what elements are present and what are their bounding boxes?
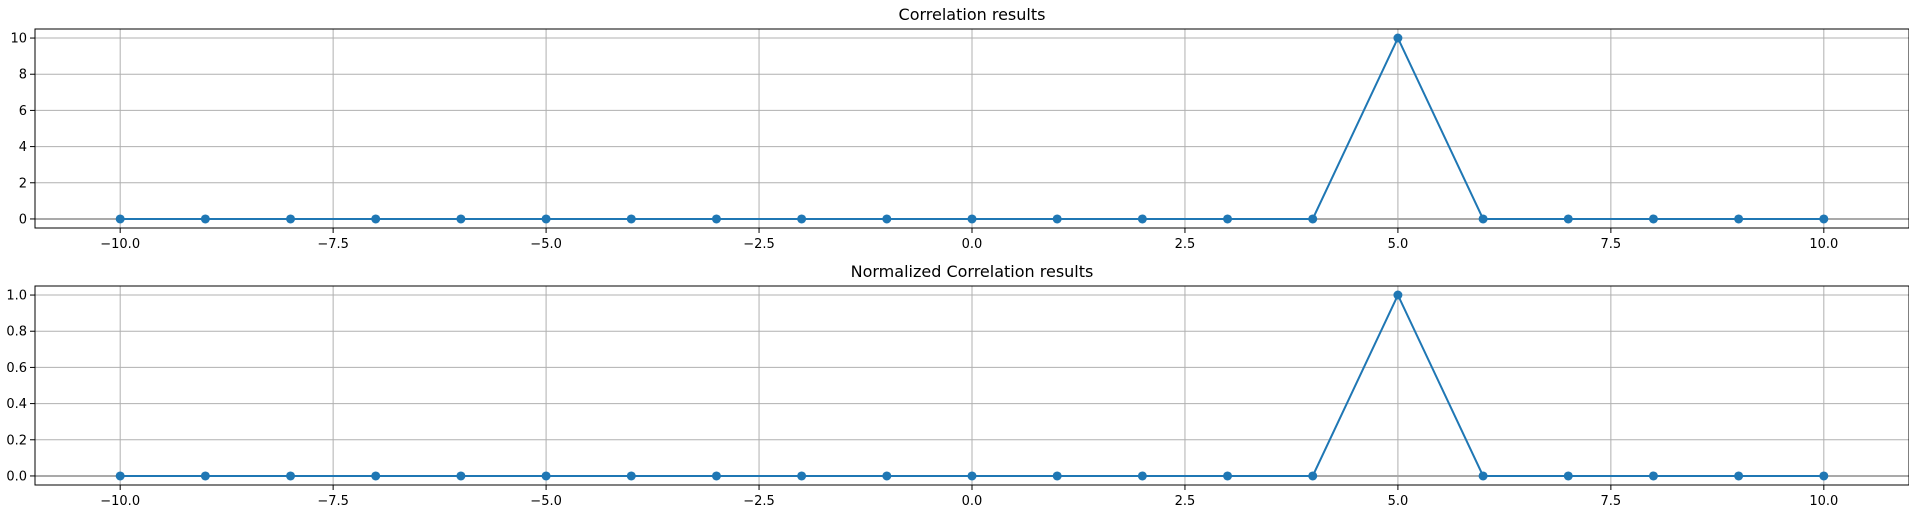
x-tick-label: −5.0	[530, 494, 562, 509]
data-point	[967, 471, 977, 481]
chart-title: Correlation results	[899, 5, 1046, 24]
data-point	[371, 471, 381, 481]
x-tick-label: 10.0	[1809, 494, 1838, 509]
x-tick-label: −10.0	[100, 237, 140, 252]
x-tick-label: −7.5	[317, 237, 349, 252]
y-tick-label: 0.6	[6, 361, 27, 376]
data-point	[1052, 471, 1062, 481]
y-tick-label: 8	[19, 68, 27, 83]
data-point	[200, 471, 210, 481]
data-point	[1563, 471, 1573, 481]
data-point	[1393, 33, 1403, 43]
data-point	[1734, 214, 1744, 224]
data-point	[1308, 471, 1318, 481]
y-tick-label: 10	[10, 32, 27, 47]
chart-title: Normalized Correlation results	[851, 262, 1094, 281]
y-tick-label: 1.0	[6, 289, 27, 304]
data-point	[1393, 290, 1403, 300]
data-point	[626, 471, 636, 481]
y-tick-label: 0	[19, 212, 27, 227]
grid	[35, 29, 1909, 228]
data-point	[541, 471, 551, 481]
data-point	[1223, 471, 1233, 481]
chart-correlation-results: Correlation results −10.0 −7.5 −5.0 −2.5 0.0…	[10, 5, 1909, 252]
x-tick-label: 0.0	[962, 237, 983, 252]
data-point	[456, 471, 466, 481]
data-point	[1648, 214, 1658, 224]
x-tick-label: 2.5	[1175, 237, 1196, 252]
data-point	[797, 471, 807, 481]
data-point	[967, 214, 977, 224]
y-tick-label: 0.2	[6, 433, 27, 448]
data-point	[200, 214, 210, 224]
x-tick-label: −5.0	[530, 237, 562, 252]
data-point	[286, 471, 296, 481]
data-point	[1819, 471, 1829, 481]
y-tick-label: 2	[19, 176, 27, 191]
data-point	[1137, 471, 1147, 481]
x-tick-label: −2.5	[743, 237, 775, 252]
data-point	[286, 214, 296, 224]
x-tick-label: −7.5	[317, 494, 349, 509]
data-point	[115, 471, 125, 481]
x-tick-label: 5.0	[1388, 237, 1409, 252]
x-tick-label: −2.5	[743, 494, 775, 509]
x-tick-label: 0.0	[962, 494, 983, 509]
data-point	[541, 214, 551, 224]
data-point	[1478, 214, 1488, 224]
data-point	[1734, 471, 1744, 481]
data-point	[882, 471, 892, 481]
data-point	[456, 214, 466, 224]
data-point	[626, 214, 636, 224]
data-point	[1819, 214, 1829, 224]
x-tick-label: −10.0	[100, 494, 140, 509]
x-tick-label: 7.5	[1601, 494, 1622, 509]
data-point	[1563, 214, 1573, 224]
y-tick-label: 6	[19, 104, 27, 119]
x-tick-label: 5.0	[1388, 494, 1409, 509]
y-tick-label: 4	[19, 140, 27, 155]
chart-normalized-correlation-results: Normalized Correlation results −10.0 −7.5…	[6, 262, 1909, 509]
y-tick-label: 0.4	[6, 397, 27, 412]
data-point	[371, 214, 381, 224]
data-point	[882, 214, 892, 224]
data-point	[1137, 214, 1147, 224]
data-point	[1648, 471, 1658, 481]
x-tick-label: 7.5	[1601, 237, 1622, 252]
x-tick-label: 10.0	[1809, 237, 1838, 252]
data-point	[797, 214, 807, 224]
data-point	[1052, 214, 1062, 224]
data-point	[1478, 471, 1488, 481]
y-tick-label: 0.8	[6, 325, 27, 340]
data-point	[115, 214, 125, 224]
data-point	[1223, 214, 1233, 224]
data-point	[711, 214, 721, 224]
y-tick-label: 0.0	[6, 469, 27, 484]
x-tick-label: 2.5	[1175, 494, 1196, 509]
data-point	[711, 471, 721, 481]
grid	[35, 286, 1909, 485]
data-point	[1308, 214, 1318, 224]
